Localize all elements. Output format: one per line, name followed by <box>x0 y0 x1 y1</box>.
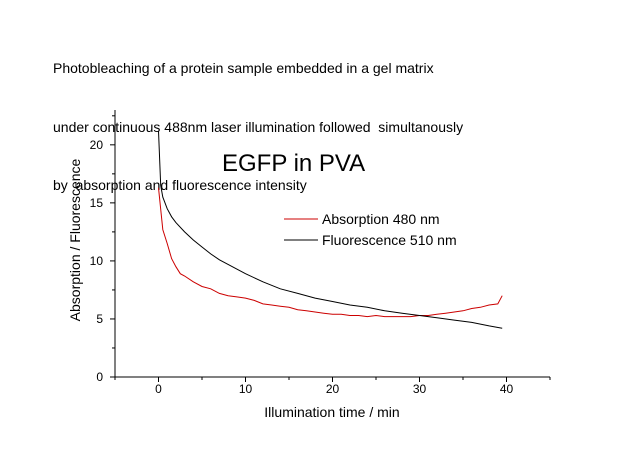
x-axis-title: Illumination time / min <box>264 404 399 420</box>
x-tick-label: 40 <box>500 382 514 396</box>
x-tick-label: 10 <box>239 382 253 396</box>
chart-ticks: 0 10 20 30 40 0 5 10 15 20 <box>90 115 551 396</box>
caption-line-3: by absorption and fluorescence intensity <box>53 177 307 193</box>
x-tick-label: 0 <box>155 382 162 396</box>
caption-line-2: under continuous 488nm laser illuminatio… <box>53 118 464 135</box>
y-tick-label: 15 <box>90 196 104 210</box>
legend-label-fluorescence: Fluorescence 510 nm <box>322 232 457 248</box>
series-fluorescence-line <box>158 130 503 329</box>
series-absorption-line <box>158 187 503 318</box>
y-axis-title: Absorption / Fluorescence <box>67 158 83 321</box>
y-tick-label: 0 <box>96 370 103 384</box>
chart-series <box>158 130 503 329</box>
chart-title: EGFP in PVA <box>222 150 365 177</box>
y-tick-label: 10 <box>90 254 104 268</box>
chart-legend: Absorption 480 nm Fluorescence 510 nm <box>284 211 457 248</box>
y-tick-label: 5 <box>96 312 103 326</box>
x-tick-label: 20 <box>326 382 340 396</box>
x-tick-label: 30 <box>413 382 427 396</box>
figure-caption: Photobleaching of a protein sample embed… <box>53 20 613 215</box>
legend-label-absorption: Absorption 480 nm <box>322 211 440 227</box>
y-tick-label: 20 <box>90 138 104 152</box>
caption-line-1: Photobleaching of a protein sample embed… <box>53 60 434 76</box>
